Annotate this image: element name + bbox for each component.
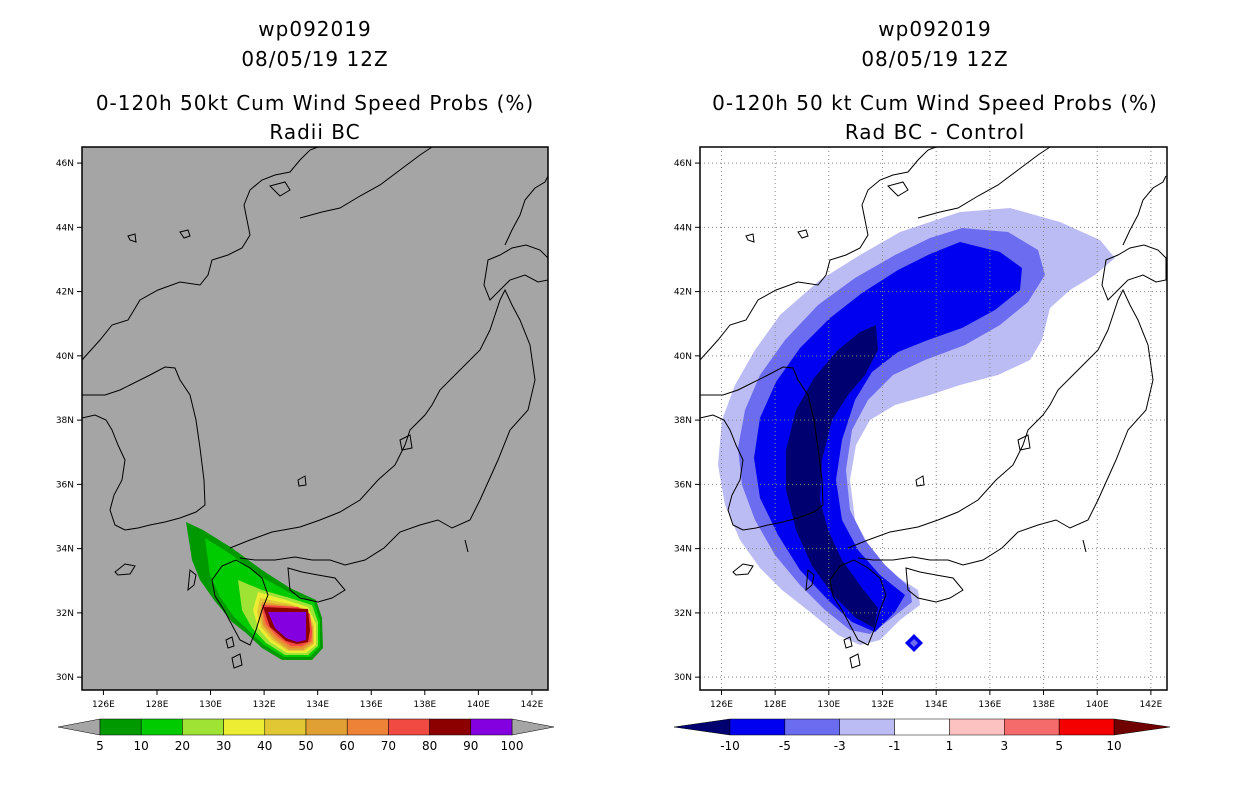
left-coast-honshu — [229, 288, 536, 566]
right-island-sado — [1017, 434, 1031, 451]
right-lon-label: 136E — [978, 700, 1001, 710]
right-island-izu — [1082, 539, 1087, 553]
right-coast-hokkaido — [1101, 244, 1167, 301]
left-map-frame — [81, 146, 549, 691]
left-lat-label: 30N — [56, 673, 74, 683]
right-coast-korea — [699, 366, 824, 531]
right-lon-label: 134E — [925, 700, 948, 710]
left-island-oki — [297, 475, 307, 487]
right-lon-label: 142E — [1139, 700, 1162, 710]
left-probability-shading — [186, 522, 323, 660]
right-title-storm-id: wp092019 — [878, 17, 992, 41]
left-island-cheju — [114, 563, 136, 576]
left-coast-russia — [81, 146, 319, 361]
right-island-south-1 — [849, 653, 861, 669]
right-gridlines — [700, 147, 1167, 690]
left-coast-kyushu — [211, 559, 269, 646]
right-map-frame — [699, 146, 1168, 691]
left-lat-label: 42N — [56, 288, 74, 298]
right-lat-label: 32N — [674, 609, 692, 619]
left-coast-small-3 — [269, 181, 291, 197]
right-lat-label: 30N — [674, 673, 692, 683]
right-lon-label: 140E — [1086, 700, 1109, 710]
left-coast-small-2 — [179, 229, 191, 239]
left-lon-label: 128E — [146, 700, 169, 710]
left-map-background — [82, 147, 548, 690]
left-lat-label: 38N — [56, 416, 74, 426]
left-lat-label: 46N — [56, 159, 74, 169]
left-island-izu — [464, 539, 469, 553]
left-coast-sakhalin — [504, 175, 549, 246]
left-lon-label: 130E — [199, 700, 222, 710]
left-title-product: 0-120h 50kt Cum Wind Speed Probs (%) — [95, 91, 535, 115]
right-coast-sakhalin — [1122, 175, 1167, 246]
left-lat-label: 34N — [56, 545, 74, 555]
right-coast-russia-east — [917, 146, 1051, 219]
right-coast-kyushu — [829, 559, 887, 646]
right-title-subtitle: Rad BC - Control — [844, 120, 1026, 144]
left-island-tsushima — [187, 569, 197, 592]
left-coast-small-1 — [127, 233, 137, 243]
right-lat-label: 46N — [674, 159, 692, 169]
right-lon-label: 130E — [817, 700, 840, 710]
right-lat-label: 40N — [674, 352, 692, 362]
left-title-datetime: 08/05/19 12Z — [241, 47, 389, 71]
right-lat-label: 44N — [674, 223, 692, 233]
left-axes: 46N 44N 42N 40N 38N 36N 34N 32N 30N 126E 128E 130E 1… — [56, 159, 544, 710]
left-lat-label: 44N — [56, 223, 74, 233]
right-island-south-2 — [843, 636, 853, 649]
left-lat-label: 40N — [56, 352, 74, 362]
left-lon-label: 136E — [360, 700, 383, 710]
right-island-tsushima — [805, 569, 815, 592]
right-coast-small-3 — [887, 181, 909, 197]
right-difference-shading — [718, 208, 1115, 652]
right-lat-label: 34N — [674, 545, 692, 555]
right-lon-label: 138E — [1032, 700, 1055, 710]
left-lon-label: 140E — [467, 700, 490, 710]
left-coast-shikoku — [287, 567, 346, 603]
left-lat-label: 32N — [56, 609, 74, 619]
right-lat-label: 42N — [674, 288, 692, 298]
left-coastlines — [81, 146, 549, 669]
right-coastlines — [699, 146, 1167, 669]
left-shade-90 — [268, 612, 306, 642]
right-coast-small-1 — [745, 233, 755, 243]
right-island-cheju — [732, 563, 754, 576]
right-axes: 46N 44N 42N 40N 38N 36N 34N 32N 30N 126E 128E 130E 1… — [674, 159, 1163, 710]
right-title-datetime: 08/05/19 12Z — [861, 47, 1009, 71]
right-lon-label: 128E — [764, 700, 787, 710]
left-island-south-1 — [231, 653, 243, 669]
right-lon-label: 132E — [871, 700, 894, 710]
right-coast-honshu — [847, 288, 1154, 566]
left-island-south-2 — [225, 636, 235, 649]
right-coast-small-2 — [797, 229, 809, 239]
left-lat-label: 36N — [56, 480, 74, 490]
right-island-oki — [915, 475, 925, 487]
right-coast-shikoku — [905, 567, 964, 603]
right-title-product: 0-120h 50 kt Cum Wind Speed Probs (%) — [712, 91, 1158, 115]
left-coast-hokkaido — [483, 244, 549, 301]
left-lon-label: 134E — [306, 700, 329, 710]
left-coast-russia-east — [299, 146, 433, 219]
right-lon-label: 126E — [710, 700, 733, 710]
left-island-sado — [399, 434, 413, 451]
left-lon-label: 126E — [92, 700, 115, 710]
right-shade-diamond-inner — [910, 639, 918, 647]
right-lat-label: 36N — [674, 480, 692, 490]
right-lat-label: 38N — [674, 416, 692, 426]
left-lon-label: 138E — [413, 700, 436, 710]
left-title-subtitle: Radii BC — [269, 120, 361, 144]
right-coast-russia — [699, 146, 937, 361]
left-title-storm-id: wp092019 — [258, 17, 372, 41]
left-lon-label: 142E — [520, 700, 543, 710]
left-lon-label: 132E — [253, 700, 276, 710]
left-coast-korea — [81, 366, 206, 531]
